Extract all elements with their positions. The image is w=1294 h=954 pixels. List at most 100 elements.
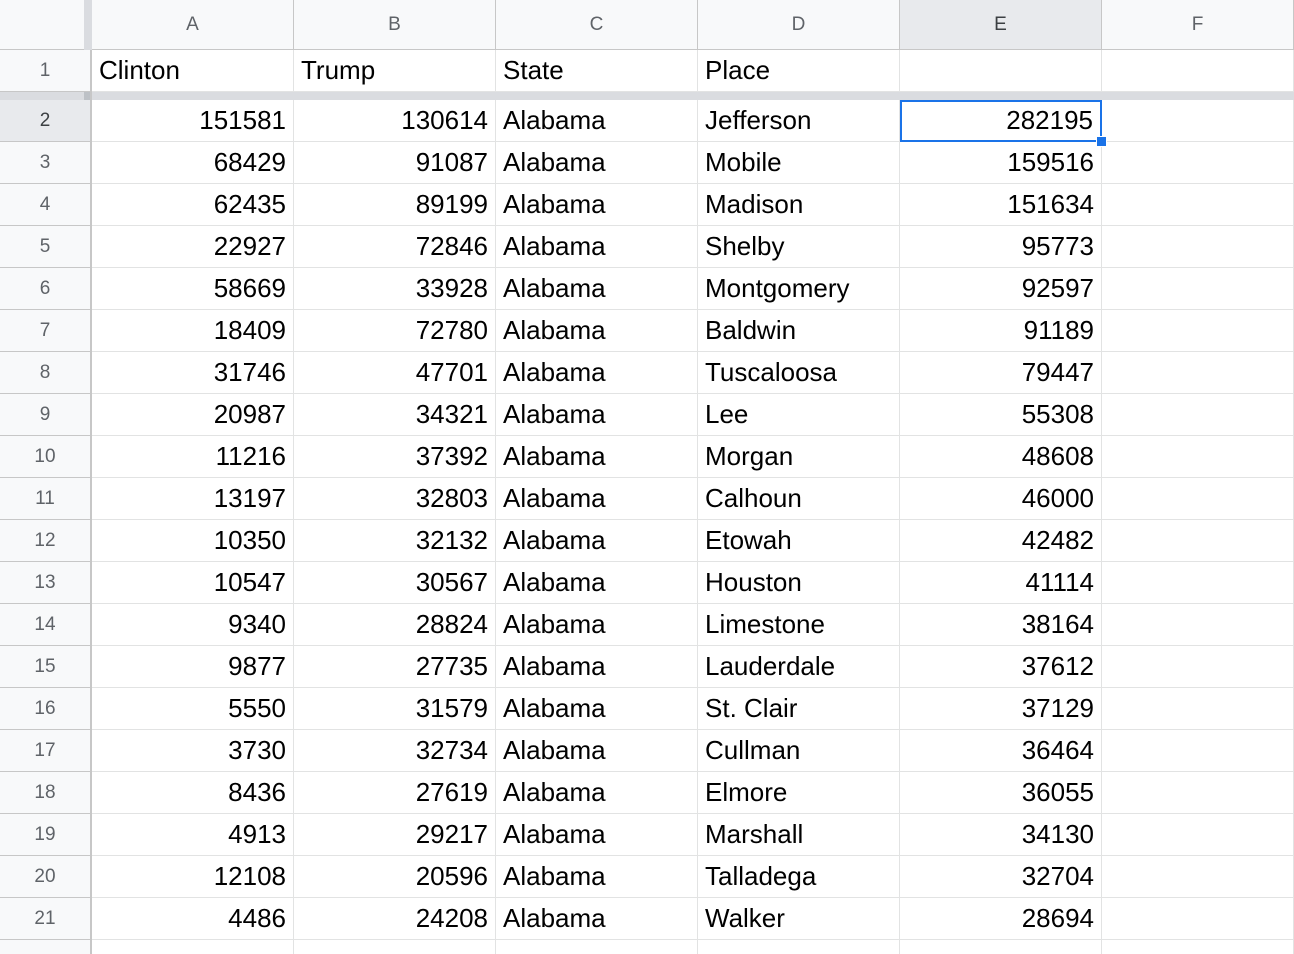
cell-f3[interactable] [1102, 142, 1294, 184]
cell-a5[interactable]: 22927 [92, 226, 294, 268]
cell-d4[interactable]: Madison [698, 184, 900, 226]
cell-partial-row[interactable] [294, 940, 496, 954]
cell-a2[interactable]: 151581 [92, 100, 294, 142]
cell-f11[interactable] [1102, 478, 1294, 520]
cell-b12[interactable]: 32132 [294, 520, 496, 562]
cell-d3[interactable]: Mobile [698, 142, 900, 184]
row-header-1[interactable]: 1 [0, 50, 90, 92]
cell-b17[interactable]: 32734 [294, 730, 496, 772]
cell-f16[interactable] [1102, 688, 1294, 730]
row-freeze-handle[interactable] [0, 92, 1294, 100]
cell-b1[interactable]: Trump [294, 50, 496, 92]
cell-b9[interactable]: 34321 [294, 394, 496, 436]
cell-d6[interactable]: Montgomery [698, 268, 900, 310]
cell-a3[interactable]: 68429 [92, 142, 294, 184]
row-header-15[interactable]: 15 [0, 646, 90, 688]
cell-e11[interactable]: 46000 [900, 478, 1102, 520]
cell-a20[interactable]: 12108 [92, 856, 294, 898]
row-header-19[interactable]: 19 [0, 814, 90, 856]
cell-c14[interactable]: Alabama [496, 604, 698, 646]
cell-a12[interactable]: 10350 [92, 520, 294, 562]
cell-c8[interactable]: Alabama [496, 352, 698, 394]
cell-d18[interactable]: Elmore [698, 772, 900, 814]
cell-c7[interactable]: Alabama [496, 310, 698, 352]
cell-d1[interactable]: Place [698, 50, 900, 92]
column-header-b[interactable]: B [294, 0, 496, 50]
cell-d14[interactable]: Limestone [698, 604, 900, 646]
cell-c21[interactable]: Alabama [496, 898, 698, 940]
cell-f4[interactable] [1102, 184, 1294, 226]
cell-e19[interactable]: 34130 [900, 814, 1102, 856]
cell-e3[interactable]: 159516 [900, 142, 1102, 184]
cell-f13[interactable] [1102, 562, 1294, 604]
cell-a19[interactable]: 4913 [92, 814, 294, 856]
cell-f8[interactable] [1102, 352, 1294, 394]
cell-b10[interactable]: 37392 [294, 436, 496, 478]
cell-d21[interactable]: Walker [698, 898, 900, 940]
cell-a8[interactable]: 31746 [92, 352, 294, 394]
row-header-2[interactable]: 2 [0, 100, 90, 142]
cell-f21[interactable] [1102, 898, 1294, 940]
cell-f1[interactable] [1102, 50, 1294, 92]
cell-c2[interactable]: Alabama [496, 100, 698, 142]
cell-e8[interactable]: 79447 [900, 352, 1102, 394]
cell-f7[interactable] [1102, 310, 1294, 352]
column-header-c[interactable]: C [496, 0, 698, 50]
cell-d20[interactable]: Talladega [698, 856, 900, 898]
cell-e14[interactable]: 38164 [900, 604, 1102, 646]
cell-d2[interactable]: Jefferson [698, 100, 900, 142]
cell-f12[interactable] [1102, 520, 1294, 562]
cell-a10[interactable]: 11216 [92, 436, 294, 478]
cell-e20[interactable]: 32704 [900, 856, 1102, 898]
cell-e2[interactable]: 282195 [900, 100, 1102, 142]
cell-partial-row[interactable] [698, 940, 900, 954]
cell-b18[interactable]: 27619 [294, 772, 496, 814]
cell-b16[interactable]: 31579 [294, 688, 496, 730]
cell-c10[interactable]: Alabama [496, 436, 698, 478]
cell-c20[interactable]: Alabama [496, 856, 698, 898]
cell-e21[interactable]: 28694 [900, 898, 1102, 940]
cell-c1[interactable]: State [496, 50, 698, 92]
cell-e4[interactable]: 151634 [900, 184, 1102, 226]
cell-c16[interactable]: Alabama [496, 688, 698, 730]
fill-handle[interactable] [1096, 136, 1107, 147]
cell-partial-row[interactable] [92, 940, 294, 954]
cell-e6[interactable]: 92597 [900, 268, 1102, 310]
cell-e12[interactable]: 42482 [900, 520, 1102, 562]
cell-d5[interactable]: Shelby [698, 226, 900, 268]
cell-a9[interactable]: 20987 [92, 394, 294, 436]
cell-a17[interactable]: 3730 [92, 730, 294, 772]
cell-c5[interactable]: Alabama [496, 226, 698, 268]
cell-c17[interactable]: Alabama [496, 730, 698, 772]
cell-b7[interactable]: 72780 [294, 310, 496, 352]
cell-e10[interactable]: 48608 [900, 436, 1102, 478]
cell-e9[interactable]: 55308 [900, 394, 1102, 436]
cell-d17[interactable]: Cullman [698, 730, 900, 772]
cell-c4[interactable]: Alabama [496, 184, 698, 226]
column-header-d[interactable]: D [698, 0, 900, 50]
cell-a1[interactable]: Clinton [92, 50, 294, 92]
cell-a11[interactable]: 13197 [92, 478, 294, 520]
row-header-20[interactable]: 20 [0, 856, 90, 898]
row-header-12[interactable]: 12 [0, 520, 90, 562]
row-header-8[interactable]: 8 [0, 352, 90, 394]
cell-d13[interactable]: Houston [698, 562, 900, 604]
cell-d7[interactable]: Baldwin [698, 310, 900, 352]
cell-c3[interactable]: Alabama [496, 142, 698, 184]
row-header-16[interactable]: 16 [0, 688, 90, 730]
row-header-7[interactable]: 7 [0, 310, 90, 352]
row-header-14[interactable]: 14 [0, 604, 90, 646]
cell-a16[interactable]: 5550 [92, 688, 294, 730]
cell-f15[interactable] [1102, 646, 1294, 688]
cell-f17[interactable] [1102, 730, 1294, 772]
row-header-3[interactable]: 3 [0, 142, 90, 184]
cell-c19[interactable]: Alabama [496, 814, 698, 856]
cell-a14[interactable]: 9340 [92, 604, 294, 646]
cell-b8[interactable]: 47701 [294, 352, 496, 394]
row-header-11[interactable]: 11 [0, 478, 90, 520]
row-header-10[interactable]: 10 [0, 436, 90, 478]
cell-d11[interactable]: Calhoun [698, 478, 900, 520]
cell-e17[interactable]: 36464 [900, 730, 1102, 772]
cell-partial-row[interactable] [496, 940, 698, 954]
column-freeze-handle[interactable] [84, 0, 92, 50]
